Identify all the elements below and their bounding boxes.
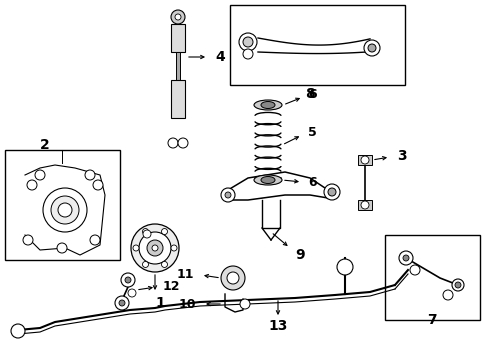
Circle shape [452, 279, 464, 291]
Text: 6: 6 [309, 89, 318, 102]
Circle shape [128, 289, 136, 297]
Ellipse shape [261, 176, 275, 184]
Ellipse shape [254, 175, 282, 185]
Circle shape [162, 229, 168, 235]
Circle shape [152, 245, 158, 251]
Circle shape [143, 261, 148, 267]
Circle shape [403, 255, 409, 261]
Circle shape [57, 243, 67, 253]
Circle shape [243, 49, 253, 59]
Circle shape [171, 245, 177, 251]
Circle shape [175, 14, 181, 20]
Circle shape [361, 156, 369, 164]
Circle shape [51, 196, 79, 224]
Bar [358, 155, 372, 165]
Circle shape [221, 266, 245, 290]
Circle shape [115, 296, 129, 310]
Circle shape [361, 201, 369, 209]
Circle shape [221, 188, 235, 202]
Bar [176, 52, 180, 80]
Circle shape [168, 138, 178, 148]
Circle shape [121, 273, 135, 287]
Text: 10: 10 [178, 298, 196, 311]
Circle shape [162, 261, 168, 267]
Circle shape [139, 232, 171, 264]
Text: 11: 11 [176, 267, 194, 280]
Circle shape [143, 229, 148, 235]
Circle shape [133, 245, 139, 251]
Circle shape [143, 230, 151, 238]
Circle shape [239, 33, 257, 51]
Circle shape [178, 138, 188, 148]
Circle shape [410, 265, 420, 275]
Bar [358, 200, 372, 210]
Bar [171, 24, 185, 52]
Circle shape [119, 300, 125, 306]
Circle shape [125, 277, 131, 283]
Bar [171, 80, 185, 118]
Bar [230, 5, 405, 85]
Circle shape [90, 235, 100, 245]
Bar [5, 150, 120, 260]
Ellipse shape [261, 102, 275, 108]
Text: 1: 1 [155, 296, 165, 310]
Circle shape [324, 184, 340, 200]
Text: 4: 4 [215, 50, 225, 64]
Circle shape [240, 299, 250, 309]
Text: 6: 6 [309, 176, 318, 189]
Circle shape [368, 44, 376, 52]
Circle shape [43, 188, 87, 232]
Ellipse shape [254, 100, 282, 110]
Circle shape [11, 324, 25, 338]
Bar [385, 235, 480, 320]
Circle shape [147, 240, 163, 256]
Text: 9: 9 [295, 248, 305, 262]
Circle shape [455, 282, 461, 288]
Polygon shape [25, 165, 105, 255]
Text: 3: 3 [397, 149, 407, 163]
Circle shape [443, 290, 453, 300]
Circle shape [337, 259, 353, 275]
Circle shape [243, 37, 253, 47]
Circle shape [27, 180, 37, 190]
Circle shape [131, 224, 179, 272]
Circle shape [23, 235, 33, 245]
Circle shape [399, 251, 413, 265]
Circle shape [225, 192, 231, 198]
Text: 7: 7 [427, 313, 437, 327]
Text: 12: 12 [162, 279, 180, 292]
Circle shape [364, 40, 380, 56]
Circle shape [227, 272, 239, 284]
Circle shape [85, 170, 95, 180]
Circle shape [171, 10, 185, 24]
Circle shape [328, 188, 336, 196]
Circle shape [35, 170, 45, 180]
Text: 8: 8 [305, 87, 315, 101]
Text: 5: 5 [308, 126, 317, 139]
Circle shape [58, 203, 72, 217]
Text: 13: 13 [269, 319, 288, 333]
Circle shape [93, 180, 103, 190]
Text: 2: 2 [40, 138, 50, 152]
